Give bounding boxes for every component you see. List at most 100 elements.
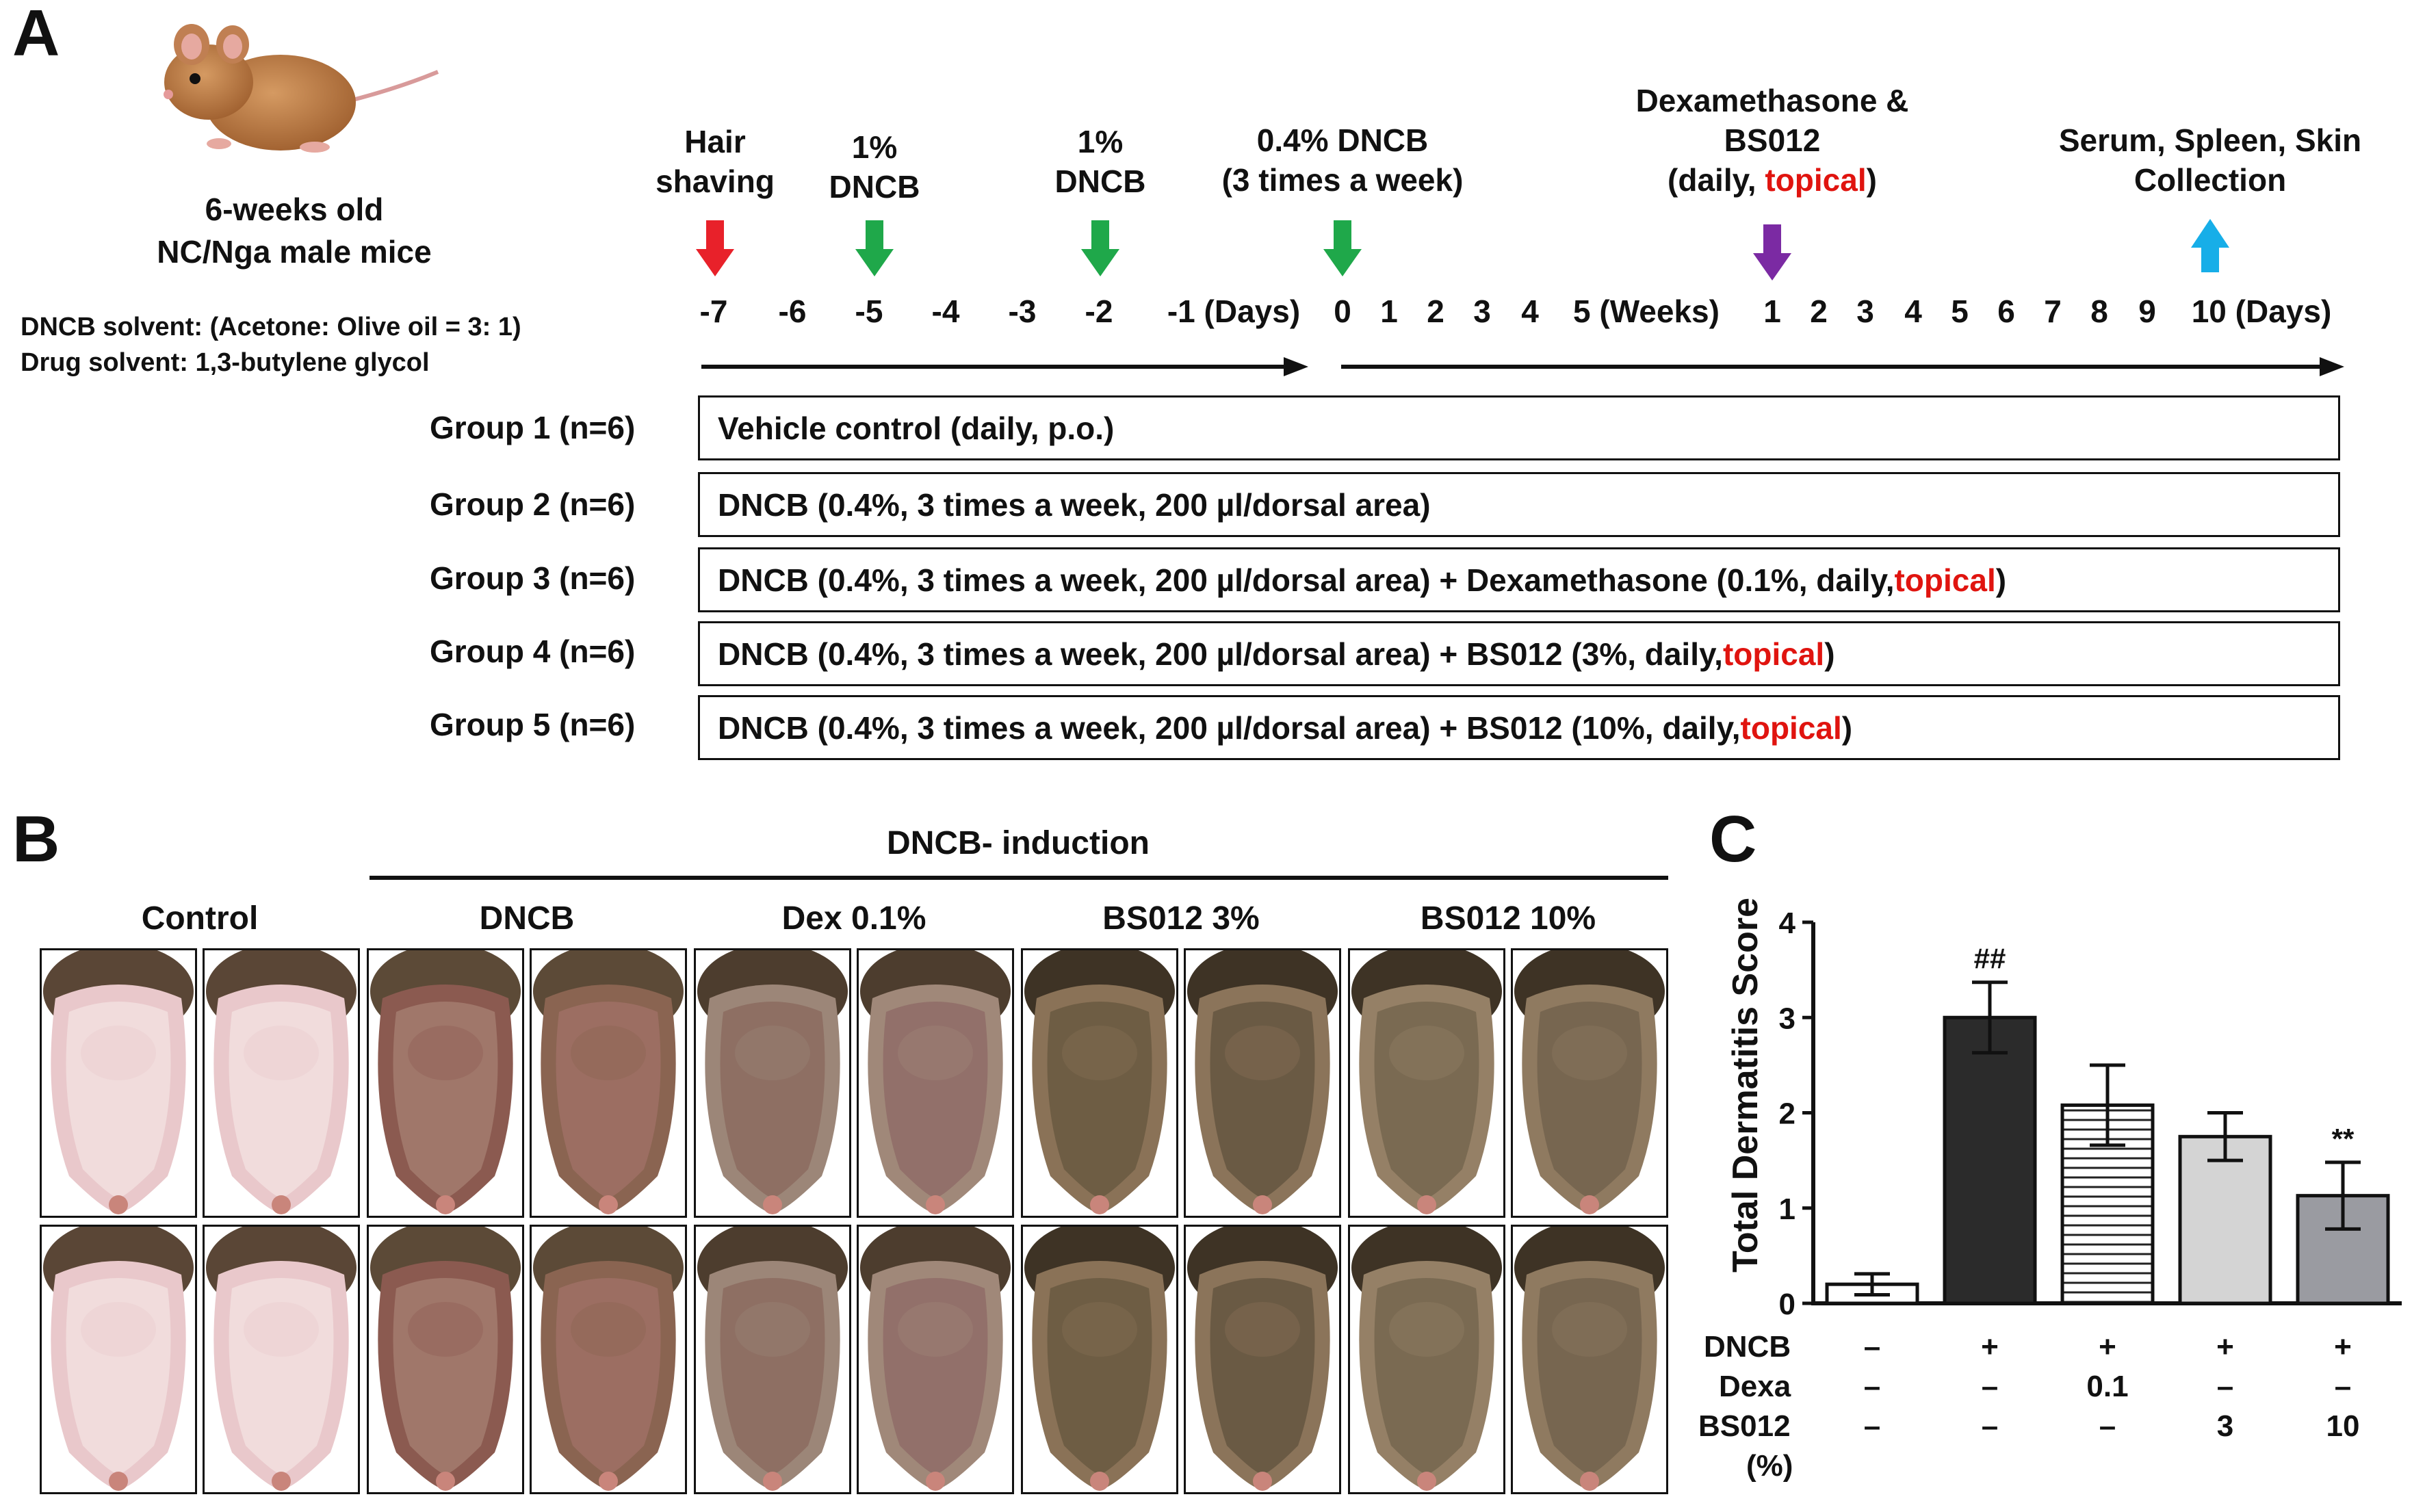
column-header-bs012-10: BS012 10% xyxy=(1420,900,1596,937)
tick: 5 xyxy=(1951,294,1969,329)
y-tick-label: 1 xyxy=(1779,1192,1795,1226)
tick: 3 xyxy=(1856,294,1874,329)
treatment-cell: – xyxy=(1981,1370,1999,1403)
group-5-box: DNCB (0.4%, 3 times a week, 200 µl/dorsa… xyxy=(698,695,2340,760)
tick: 9 xyxy=(2138,294,2156,329)
treatment-cell: + xyxy=(2334,1330,2352,1364)
dncb-arrow-icon xyxy=(1081,220,1119,276)
group-5-topical: topical xyxy=(1740,709,1842,746)
panel-a-letter: A xyxy=(12,0,60,70)
column-header-dncb: DNCB xyxy=(479,900,575,937)
group-1-label: Group 1 (n=6) xyxy=(430,410,636,445)
row-label-dncb: DNCB xyxy=(1704,1330,1791,1364)
dncb-arrow-icon xyxy=(855,220,894,276)
tick: 1 xyxy=(1763,294,1781,329)
treatment-cell: 10 xyxy=(2326,1409,2360,1443)
group-2-box: DNCB (0.4%, 3 times a week, 200 µl/dorsa… xyxy=(698,472,2340,537)
group-2-label: Group 2 (n=6) xyxy=(430,486,636,522)
mouse-caption: 6-weeks old NC/Nga male mice xyxy=(89,188,500,273)
mouse-dorsal-photo xyxy=(1021,1225,1178,1494)
event-dncb-04: 0.4% DNCB (3 times a week) xyxy=(1222,120,1464,200)
treatment-cell: – xyxy=(1981,1409,1999,1443)
treatment-cell: – xyxy=(1863,1409,1881,1443)
treatment-cell: 0.1 xyxy=(2086,1370,2129,1403)
tick: 8 xyxy=(2090,294,2108,329)
row-label-percent: (%) xyxy=(1746,1449,1793,1483)
tick: 6 xyxy=(1997,294,2015,329)
panel-b-letter: B xyxy=(12,803,60,876)
mouse-dorsal-photo xyxy=(530,948,687,1218)
tick: -7 xyxy=(699,294,728,329)
event-line: Hair xyxy=(684,124,746,159)
row-label-bs012: BS012 xyxy=(1698,1409,1791,1443)
group-2-text: DNCB (0.4%, 3 times a week, 200 µl/dorsa… xyxy=(718,486,1431,523)
tick: 2 xyxy=(1427,294,1444,329)
significance-marker: ## xyxy=(1974,943,2006,975)
mouse-dorsal-photo xyxy=(1511,1225,1668,1494)
group-5-text: DNCB (0.4%, 3 times a week, 200 µl/dorsa… xyxy=(718,709,1741,746)
event-collection: Serum, Spleen, Skin Collection xyxy=(2059,120,2361,200)
y-axis-label: Total Dermatitis Score xyxy=(1726,898,1765,1273)
treatment-cell: + xyxy=(1981,1330,1999,1364)
group-4-box: DNCB (0.4%, 3 times a week, 200 µl/dorsa… xyxy=(698,621,2340,686)
mouse-dorsal-photo xyxy=(203,1225,360,1494)
mouse-dorsal-photo xyxy=(203,948,360,1218)
y-tick-label: 0 xyxy=(1779,1288,1795,1321)
tick: 7 xyxy=(2044,294,2062,329)
group-1-text: Vehicle control (daily, p.o.) xyxy=(718,410,1115,446)
column-header-control: Control xyxy=(141,900,259,937)
tick: 4 xyxy=(1521,294,1539,329)
tick: -4 xyxy=(931,294,960,329)
row-label-dexa: Dexa xyxy=(1719,1370,1791,1403)
tick: 10 (Days) xyxy=(2191,294,2332,329)
treatment-cell: – xyxy=(1863,1330,1881,1364)
tick: 2 xyxy=(1810,294,1828,329)
event-line: BS012 xyxy=(1724,122,1821,158)
group-3-label: Group 3 (n=6) xyxy=(430,560,636,596)
route-topical: topical xyxy=(1765,162,1867,198)
tick: 3 xyxy=(1473,294,1491,329)
mouse-dorsal-photo xyxy=(1021,948,1178,1218)
mouse-dorsal-photo xyxy=(1348,1225,1505,1494)
drug-solvent: Drug solvent: 1,3-butylene glycol xyxy=(21,348,430,377)
dncb-solvent: DNCB solvent: (Acetone: Olive oil = 3: 1… xyxy=(21,313,521,341)
hair-shaving-arrow-icon xyxy=(696,220,734,276)
tick: -5 xyxy=(855,294,883,329)
group-5-label: Group 5 (n=6) xyxy=(430,707,636,742)
group-3-topical: topical xyxy=(1894,562,1996,598)
treatment-arrow-icon xyxy=(1753,224,1791,281)
group-1-box: Vehicle control (daily, p.o.) xyxy=(698,395,2340,460)
mouse-dorsal-photo xyxy=(530,1225,687,1494)
group-4-topical: topical xyxy=(1722,636,1825,672)
mouse-dorsal-photo xyxy=(1511,948,1668,1218)
tick: 0 xyxy=(1334,294,1351,329)
mouse-dorsal-photo xyxy=(1184,948,1341,1218)
event-line: 1% xyxy=(851,129,898,165)
induction-underline xyxy=(369,876,1668,880)
tick: 5 (Weeks) xyxy=(1573,294,1720,329)
route-suffix: ) xyxy=(1866,162,1877,198)
collection-arrow-icon xyxy=(2191,219,2229,272)
column-header-bs012-3: BS012 3% xyxy=(1102,900,1260,937)
dncb-induction-label: DNCB- induction xyxy=(887,825,1150,861)
mouse-dorsal-photo xyxy=(367,948,524,1218)
treatment-cell: – xyxy=(2216,1370,2234,1403)
mouse-dorsal-photo xyxy=(40,948,197,1218)
treatment-cell: – xyxy=(1863,1370,1881,1403)
mouse-caption-line-1: 6-weeks old xyxy=(205,192,384,227)
event-arrows xyxy=(696,219,2344,376)
event-hair-shaving: Hair shaving xyxy=(656,122,775,201)
event-line: (3 times a week) xyxy=(1221,162,1464,198)
event-line: DNCB xyxy=(1054,164,1146,199)
mouse-dorsal-photo xyxy=(857,948,1014,1218)
dncb-arrow-icon xyxy=(1323,220,1362,276)
mouse-illustration xyxy=(164,24,439,153)
mouse-dorsal-photo xyxy=(857,1225,1014,1494)
mouse-dorsal-photo xyxy=(1348,948,1505,1218)
tick: 4 xyxy=(1904,294,1922,329)
event-line: shaving xyxy=(656,164,775,199)
event-line: 0.4% DNCB xyxy=(1256,122,1429,158)
y-tick-label: 3 xyxy=(1779,1002,1795,1035)
column-header-dex: Dex 0.1% xyxy=(781,900,926,937)
y-tick-label: 4 xyxy=(1779,907,1796,940)
